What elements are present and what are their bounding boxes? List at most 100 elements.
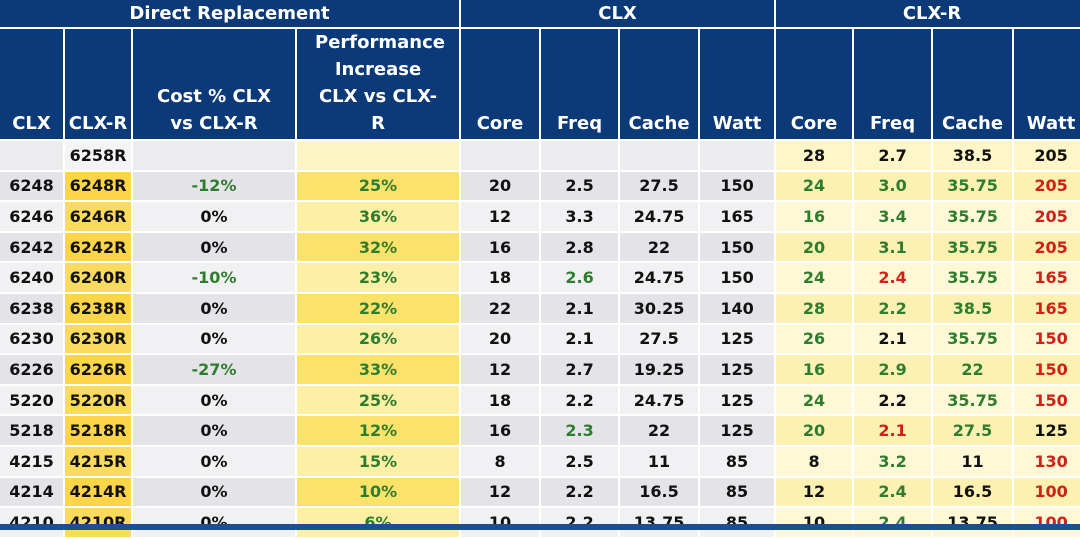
cell-clx-cache: 24.75	[620, 385, 699, 417]
cell-clxr-watt: 205	[1014, 202, 1080, 233]
cell-clx-cache: 24.75	[620, 263, 699, 294]
cell-clx-freq: 2.5	[541, 171, 619, 203]
cell-clxr-watt: 100	[1014, 477, 1080, 509]
cell-clx-core: 18	[461, 385, 540, 417]
cell-performance: 10%	[297, 477, 460, 509]
col-header-clxr-core: Core	[776, 29, 853, 139]
cell-clx-r: 6238R	[65, 293, 131, 325]
col-header-clx: CLX	[0, 29, 63, 139]
cell-clxr-cache: 35.75	[933, 324, 1013, 356]
cell-clx-core: 20	[461, 171, 540, 203]
cell-clx-core: 22	[461, 293, 540, 325]
cell-clx-r: 6258R	[65, 141, 131, 172]
col-header-clxr-watt: Watt	[1014, 29, 1080, 139]
cell-clxr-core: 12	[776, 477, 853, 509]
table-row: 6230 6230R 0% 26% 20 2.1 27.5 125 26 2.1 35.75 150	[0, 324, 1080, 356]
cell-clx-r: 5220R	[65, 385, 131, 417]
cell-clx-cache: 22	[620, 232, 699, 264]
cell-clx-r: 6242R	[65, 232, 131, 264]
cell-clxr-freq: 2.1	[854, 324, 932, 356]
cell-clx: 5218	[0, 416, 63, 447]
cell-clx-freq: 3.3	[541, 202, 619, 233]
cell-clx-r: 5218R	[65, 416, 131, 447]
cell-cost: 0%	[133, 324, 295, 356]
cell-clxr-cache: 27.5	[933, 416, 1013, 447]
col-header-clx-freq: Freq	[541, 29, 619, 139]
cell-clxr-freq: 3.0	[854, 171, 932, 203]
table-row: 6242 6242R 0% 32% 16 2.8 22 150 20 3.1 35.75 205	[0, 232, 1080, 264]
cell-clx: 5220	[0, 385, 63, 417]
cell-clxr-watt: 150	[1014, 385, 1080, 417]
cell-clx-freq: 2.2	[541, 477, 619, 509]
cell-performance: 36%	[297, 202, 460, 233]
cell-clx-cache: 24.75	[620, 202, 699, 233]
cell-performance: 23%	[297, 263, 460, 294]
cell-performance: 25%	[297, 385, 460, 417]
cell-clxr-watt: 205	[1014, 141, 1080, 172]
cell-clx-cache: 30.25	[620, 293, 699, 325]
cell-clx-cache: 16.5	[620, 477, 699, 509]
cell-clxr-core: 26	[776, 324, 853, 356]
cell-clxr-core: 24	[776, 171, 853, 203]
cell-clx-watt	[700, 141, 775, 172]
cell-clx: 6248	[0, 171, 63, 203]
cell-clx-cache: 19.25	[620, 355, 699, 386]
cell-clxr-core: 28	[776, 141, 853, 172]
cell-clx-core: 12	[461, 477, 540, 509]
cell-clx: 6240	[0, 263, 63, 294]
cell-clx: 6242	[0, 232, 63, 264]
col-header-clx-cache: Cache	[620, 29, 699, 139]
cell-clxr-core: 16	[776, 202, 853, 233]
column-header-row: CLX CLX-R Cost % CLX vs CLX-R Performanc…	[0, 29, 1080, 139]
cell-clx-watt: 125	[700, 416, 775, 447]
cell-clx-watt: 85	[700, 477, 775, 509]
col-header-clxr-freq: Freq	[854, 29, 932, 139]
cell-clx-core: 8	[461, 446, 540, 478]
cell-cost: 0%	[133, 232, 295, 264]
cell-clx: 4214	[0, 477, 63, 509]
cell-clxr-core: 28	[776, 293, 853, 325]
cell-clx-cache	[620, 141, 699, 172]
cell-clx-r: 6246R	[65, 202, 131, 233]
cell-cost: 0%	[133, 385, 295, 417]
cell-clx-r: 4215R	[65, 446, 131, 478]
cell-clxr-freq: 2.4	[854, 263, 932, 294]
cell-clx-watt: 125	[700, 324, 775, 356]
cell-clx-cache: 11	[620, 446, 699, 478]
cell-clx: 4215	[0, 446, 63, 478]
cell-clx-r: 6230R	[65, 324, 131, 356]
table-row: 6248 6248R -12% 25% 20 2.5 27.5 150 24 3.0 35.75 20…	[0, 171, 1080, 203]
cell-clxr-cache: 35.75	[933, 385, 1013, 417]
cell-clx: 6226	[0, 355, 63, 386]
cell-cost	[133, 141, 295, 172]
cell-clxr-core: 24	[776, 263, 853, 294]
cell-clx-watt: 125	[700, 355, 775, 386]
cell-clx-freq: 2.2	[541, 385, 619, 417]
table-row: 4215 4215R 0% 15% 8 2.5 11 85 8 3.2 11 130	[0, 446, 1080, 478]
cell-clx-core: 16	[461, 416, 540, 447]
cell-clx-watt: 85	[700, 446, 775, 478]
cell-clx: 6230	[0, 324, 63, 356]
cell-clx-watt: 150	[700, 232, 775, 264]
cell-clx-cache: 22	[620, 416, 699, 447]
cell-clx-freq: 2.6	[541, 263, 619, 294]
cell-clxr-cache: 38.5	[933, 141, 1013, 172]
cell-clxr-cache: 35.75	[933, 263, 1013, 294]
cell-clx-core: 12	[461, 355, 540, 386]
cell-cost: 0%	[133, 446, 295, 478]
cell-clx-core: 20	[461, 324, 540, 356]
col-header-performance: Performance Increase CLX vs CLX-R	[297, 29, 460, 139]
cell-clxr-watt: 150	[1014, 324, 1080, 356]
cell-clx-core: 18	[461, 263, 540, 294]
col-header-clxr-cache: Cache	[933, 29, 1013, 139]
cell-clxr-cache: 22	[933, 355, 1013, 386]
cell-clx-core: 12	[461, 202, 540, 233]
cell-cost: 0%	[133, 477, 295, 509]
cell-clx-freq: 2.7	[541, 355, 619, 386]
cell-clxr-freq: 2.2	[854, 385, 932, 417]
cell-clxr-cache: 11	[933, 446, 1013, 478]
cell-clxr-core: 8	[776, 446, 853, 478]
cell-clx: 6238	[0, 293, 63, 325]
cell-performance: 22%	[297, 293, 460, 325]
cell-performance: 25%	[297, 171, 460, 203]
